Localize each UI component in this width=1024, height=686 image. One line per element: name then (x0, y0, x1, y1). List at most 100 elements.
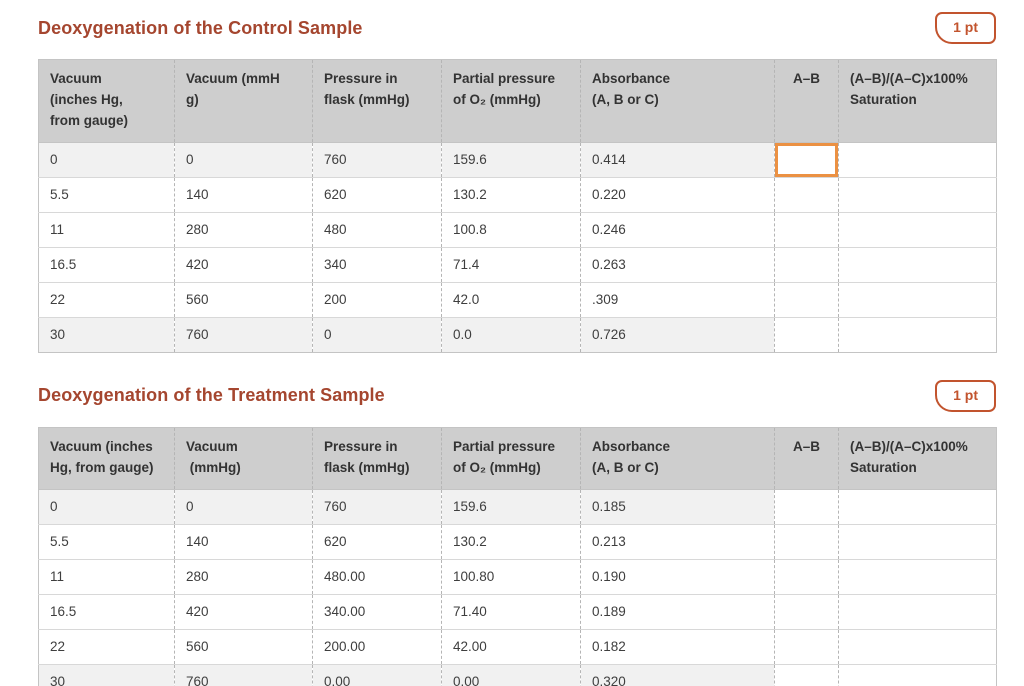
data-cell: 760 (174, 663, 313, 686)
data-cell: 0.190 (580, 558, 775, 595)
data-cell: 42.0 (441, 281, 581, 318)
ab-input-cell[interactable] (774, 246, 839, 283)
header-row: Vacuum (inches Hg, from gauge) Vacuum (m… (38, 427, 997, 490)
data-cell: 0.263 (580, 246, 775, 283)
data-cell: 11 (38, 211, 175, 248)
table-row: 5.5 140 620 130.2 0.220 (38, 176, 997, 213)
data-cell: 71.40 (441, 593, 581, 630)
saturation-input-cell[interactable] (838, 246, 997, 283)
data-cell: 560 (174, 628, 313, 665)
table-row: 11 280 480.00 100.80 0.190 (38, 558, 997, 595)
data-cell: 0.414 (580, 141, 775, 178)
ab-input-cell[interactable] (774, 593, 839, 630)
data-cell: 11 (38, 558, 175, 595)
data-cell: 760 (312, 141, 442, 178)
data-cell: 420 (174, 593, 313, 630)
ab-input-cell[interactable] (774, 558, 839, 595)
table-row: 11 280 480 100.8 0.246 (38, 211, 997, 248)
data-cell: 100.80 (441, 558, 581, 595)
col-header-partial-pressure-o2: Partial pressure of O₂ (mmHg) (441, 427, 581, 490)
saturation-input-cell[interactable] (838, 628, 997, 665)
data-cell: 480 (312, 211, 442, 248)
col-header-pressure-flask: Pressure in flask (mmHg) (312, 59, 442, 143)
data-cell: 420 (174, 246, 313, 283)
data-cell: 0.0 (441, 316, 581, 353)
data-cell: 620 (312, 523, 442, 560)
ab-input-cell[interactable] (774, 628, 839, 665)
table-row: 16.5 420 340.00 71.40 0.189 (38, 593, 997, 630)
col-header-absorbance: Absorbance (A, B or C) (580, 427, 775, 490)
ab-input-cell[interactable] (774, 316, 839, 353)
data-cell: 22 (38, 281, 175, 318)
data-cell: 130.2 (441, 176, 581, 213)
saturation-input-cell[interactable] (838, 488, 997, 525)
control-table-body: 0 0 760 159.6 0.414 5.5 140 620 130.2 0.220 11 280 4… (38, 141, 997, 353)
data-cell: 22 (38, 628, 175, 665)
data-cell: 130.2 (441, 523, 581, 560)
saturation-input-cell[interactable] (838, 211, 997, 248)
ab-input-cell[interactable] (774, 488, 839, 525)
treatment-table-body: 0 0 760 159.6 0.185 5.5 140 620 130.2 0.213 11 280 4… (38, 488, 997, 686)
data-cell: 0.320 (580, 663, 775, 686)
saturation-input-cell[interactable] (838, 663, 997, 686)
data-cell: 0.00 (441, 663, 581, 686)
control-table-header: Vacuum (inches Hg, from gauge) Vacuum (m… (38, 59, 997, 143)
saturation-input-cell[interactable] (838, 523, 997, 560)
saturation-input-cell[interactable] (838, 593, 997, 630)
data-cell: 0 (312, 316, 442, 353)
treatment-sample-table: Vacuum (inches Hg, from gauge) Vacuum (m… (38, 426, 997, 686)
table-row: 30 760 0 0.0 0.726 (38, 316, 997, 353)
data-cell: 620 (312, 176, 442, 213)
col-header-vacuum-mmhg: Vacuum (mmH g) (174, 59, 313, 143)
data-cell: 0.185 (580, 488, 775, 525)
data-cell: 200.00 (312, 628, 442, 665)
saturation-input-cell[interactable] (838, 558, 997, 595)
ab-input-cell[interactable] (774, 281, 839, 318)
col-header-vacuum-inches: Vacuum (inches Hg, from gauge) (38, 59, 175, 143)
data-cell: 16.5 (38, 246, 175, 283)
col-header-a-minus-b: A–B (774, 59, 839, 143)
data-cell: 30 (38, 316, 175, 353)
data-cell: 340.00 (312, 593, 442, 630)
saturation-input-cell[interactable] (838, 281, 997, 318)
header-row: Vacuum (inches Hg, from gauge) Vacuum (m… (38, 59, 997, 143)
data-cell: 30 (38, 663, 175, 686)
data-cell: 159.6 (441, 488, 581, 525)
ab-input-cell[interactable] (774, 176, 839, 213)
saturation-input-cell[interactable] (838, 141, 997, 178)
data-cell: 0.182 (580, 628, 775, 665)
table-row: 5.5 140 620 130.2 0.213 (38, 523, 997, 560)
data-cell: 760 (174, 316, 313, 353)
data-cell: 0 (174, 488, 313, 525)
data-cell: 0.00 (312, 663, 442, 686)
data-cell: 340 (312, 246, 442, 283)
data-cell: 5.5 (38, 523, 175, 560)
data-cell: 5.5 (38, 176, 175, 213)
data-cell: 280 (174, 558, 313, 595)
ab-input-cell[interactable] (774, 523, 839, 560)
data-cell: 280 (174, 211, 313, 248)
ab-input-cell-focused[interactable] (774, 141, 839, 178)
treatment-table-header: Vacuum (inches Hg, from gauge) Vacuum (m… (38, 427, 997, 490)
data-cell: 159.6 (441, 141, 581, 178)
treatment-title-row: Deoxygenation of the Treatment Sample 1 … (38, 378, 996, 414)
data-cell: 100.8 (441, 211, 581, 248)
ab-input-cell[interactable] (774, 663, 839, 686)
data-cell: 0 (38, 141, 175, 178)
control-sample-section: Deoxygenation of the Control Sample 1 pt… (38, 10, 997, 353)
col-header-saturation: (A–B)/(A–C)x100% Saturation (838, 59, 997, 143)
control-title-row: Deoxygenation of the Control Sample 1 pt (38, 10, 996, 46)
table-row: 22 560 200 42.0.309 (38, 281, 997, 318)
data-cell: 560 (174, 281, 313, 318)
ab-input-cell[interactable] (774, 211, 839, 248)
data-cell: 140 (174, 176, 313, 213)
saturation-input-cell[interactable] (838, 176, 997, 213)
col-header-saturation: (A–B)/(A–C)x100% Saturation (838, 427, 997, 490)
col-header-vacuum-inches: Vacuum (inches Hg, from gauge) (38, 427, 175, 490)
points-badge-treatment: 1 pt (935, 379, 996, 412)
data-cell: 480.00 (312, 558, 442, 595)
col-header-absorbance: Absorbance (A, B or C) (580, 59, 775, 143)
saturation-input-cell[interactable] (838, 316, 997, 353)
data-cell: 0.726 (580, 316, 775, 353)
